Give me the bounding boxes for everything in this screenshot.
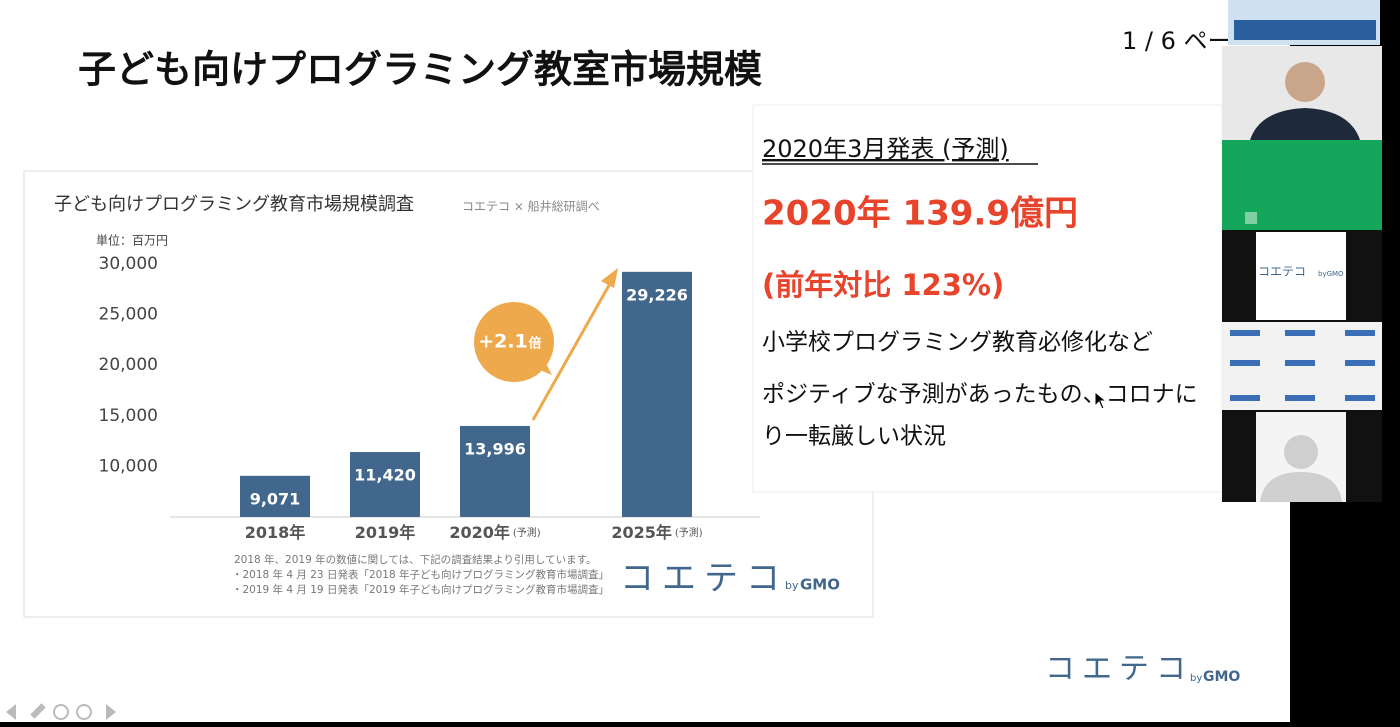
- category: 2018年: [245, 523, 306, 542]
- y-tick-label: 25,000: [99, 305, 158, 325]
- banner-strip: [1234, 20, 1376, 40]
- page-indicator: 1 / 6 ペー: [1122, 27, 1232, 55]
- pen-button[interactable]: [30, 703, 46, 719]
- x-tick-label: 2019年: [355, 523, 416, 542]
- tile-mark: [1285, 395, 1315, 401]
- thumbnail-logo-by: byGMO: [1318, 270, 1344, 278]
- growth-arrow: [531, 279, 614, 421]
- panel-headline: 2020年 139.9億円: [762, 194, 1078, 234]
- category-note: (予測): [675, 526, 703, 539]
- annotation: +2.1: [478, 331, 528, 353]
- annotation-badge: [474, 302, 554, 382]
- slide-logo-gmo: GMO: [1203, 669, 1240, 685]
- panel-line: ポジティブな予測があったもの、コロナに: [762, 382, 1198, 408]
- arrow-head: [601, 268, 618, 288]
- participant-body: [1250, 108, 1360, 140]
- participant-face: [1285, 62, 1325, 102]
- footnote: ・2019 年 4 月 19 日発表「2019 年子ども向けプログラミング教育市…: [232, 583, 609, 596]
- y-tick-label: 30,000: [99, 254, 158, 274]
- chart-source: コエテコ × 船井総研調べ: [462, 200, 600, 214]
- chart-logo-by: by: [785, 579, 799, 592]
- slides-button[interactable]: [53, 704, 69, 720]
- green-icon: [1245, 212, 1257, 224]
- more-button[interactable]: [76, 704, 92, 720]
- category: 2019年: [355, 523, 416, 542]
- avatar-body: [1260, 472, 1342, 502]
- tile-mark: [1230, 395, 1260, 401]
- annotation-suffix: 倍: [528, 336, 541, 352]
- chart-logo: コエテコ: [620, 559, 788, 599]
- panel-subheadline: (前年対比 123%): [762, 268, 1004, 302]
- cursor: [1094, 390, 1108, 410]
- panel-heading: 2020年3月発表 (予測): [762, 135, 1009, 163]
- tile-mark: [1345, 360, 1375, 366]
- value-label: 29,226: [626, 285, 688, 304]
- category: 2020年: [449, 523, 510, 542]
- chart-logo-gmo: GMO: [800, 576, 840, 594]
- bar: [622, 271, 692, 517]
- thumbnail-slide: [1256, 232, 1346, 320]
- tile-mark: [1285, 360, 1315, 366]
- unit-label: 単位：百万円: [96, 233, 168, 248]
- text-panel: [752, 104, 1223, 493]
- bar: [240, 475, 310, 517]
- bar: [350, 452, 420, 517]
- tile-mark: [1345, 395, 1375, 401]
- next-button[interactable]: [106, 704, 116, 720]
- tile-mark: [1230, 360, 1260, 366]
- category: 2025年: [611, 523, 672, 542]
- y-tick-label: 15,000: [99, 406, 158, 426]
- panel-line: り一転厳しい状況: [762, 424, 946, 450]
- footnote: 2018 年、2019 年の数値に関しては、下記の調査結果より引用しています。: [234, 553, 597, 566]
- toolbar[interactable]: [6, 703, 116, 720]
- avatar-head: [1284, 435, 1318, 469]
- thumbnail-logo: コエテコ: [1258, 265, 1306, 279]
- x-tick-label: 2020年 (予測): [449, 523, 540, 542]
- panel-line: 小学校プログラミング教育必修化など: [762, 330, 1153, 356]
- category-note: (予測): [513, 526, 541, 539]
- badge-tail: [535, 352, 552, 375]
- tile-mark: [1285, 330, 1315, 336]
- value-label: 11,420: [354, 466, 416, 485]
- y-tick-label: 20,000: [99, 355, 158, 375]
- prev-button[interactable]: [6, 704, 16, 720]
- chart-title: 子ども向けプログラミング教育市場規模調査: [54, 194, 414, 215]
- slide-logo-by: by: [1190, 673, 1202, 684]
- value-label: 13,996: [464, 439, 526, 458]
- slide-title: 子ども向けプログラミング教室市場規模: [78, 48, 762, 92]
- tile-mark: [1230, 330, 1260, 336]
- value-label: 9,071: [250, 489, 301, 508]
- y-tick-label: 10,000: [99, 456, 158, 476]
- tile-mark: [1345, 330, 1375, 336]
- slide-logo: コエテコ: [1045, 652, 1193, 687]
- x-tick-label: 2025年 (予測): [611, 523, 702, 542]
- footnote: ・2018 年 4 月 23 日発表「2018 年子ども向けプログラミング教育市…: [232, 568, 609, 581]
- chart-card: [23, 170, 874, 618]
- bar: [460, 425, 530, 517]
- x-tick-label: 2018年: [245, 523, 306, 542]
